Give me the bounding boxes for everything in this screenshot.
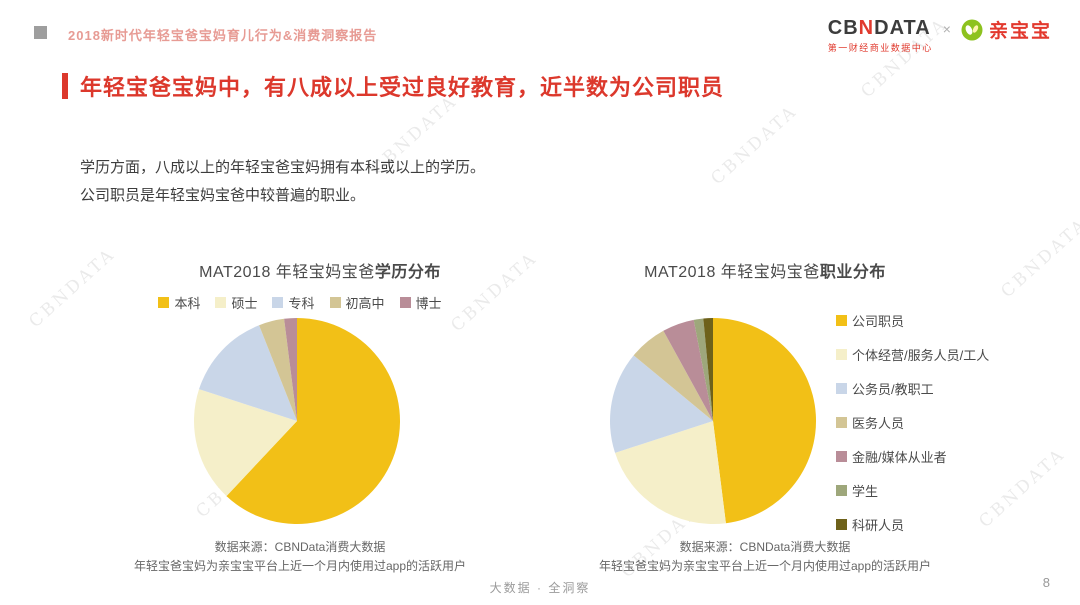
footer-slogan: 大数据 · 全洞察 — [489, 581, 591, 595]
pie-slice-专科 — [199, 325, 297, 421]
legend-item: 专科 — [272, 293, 315, 312]
legend-item: 硕士 — [215, 293, 257, 312]
legend-label: 初高中 — [345, 296, 385, 311]
cbndata-logo: CBNDATA 第一财经商业数据中心 — [828, 18, 933, 54]
legend-swatch-icon — [836, 349, 847, 360]
legend-label: 公司职员 — [852, 314, 905, 329]
qinbaobao-logo-icon — [961, 19, 983, 40]
pie-slice-公务员/教职工 — [610, 355, 713, 453]
legend-item: 学生 — [836, 481, 989, 500]
pie-slice-个体经营/服务人员/工人 — [615, 421, 726, 525]
legend-swatch-icon — [836, 451, 847, 462]
chart-title-prefix: MAT2018 年轻宝妈宝爸 — [199, 264, 375, 281]
legend-swatch-icon — [329, 297, 341, 308]
data-source-note: 年轻宝爸宝妈为亲宝宝平台上近一个月内使用过app的活跃用户 — [598, 559, 932, 573]
legend-swatch-icon — [272, 297, 284, 308]
legend-item: 公务员/教职工 — [836, 379, 989, 398]
legend-label: 公务员/教职工 — [852, 382, 934, 397]
education-pie-chart — [193, 318, 401, 524]
data-source-line: 数据来源：CBNData消费大数据 — [679, 540, 851, 554]
legend-label: 医务人员 — [852, 416, 905, 431]
legend-swatch-icon — [836, 315, 847, 326]
legend-label: 科研人员 — [852, 518, 905, 533]
data-source-note: 年轻宝爸宝妈为亲宝宝平台上近一个月内使用过app的活跃用户 — [133, 559, 467, 573]
legend-swatch-icon — [836, 417, 847, 428]
legend-label: 专科 — [288, 296, 315, 311]
pie-slice-科研人员 — [703, 318, 713, 421]
occupation-pie-chart — [610, 318, 817, 525]
watermark-text: CBNDATA — [975, 444, 1070, 532]
legend-item: 医务人员 — [836, 413, 989, 432]
legend-label: 金融/媒体从业者 — [852, 450, 947, 465]
pie-slice-博士 — [284, 318, 297, 421]
qinbaobao-logo-text: 亲宝宝 — [988, 21, 1052, 42]
legend-swatch-icon — [836, 519, 847, 530]
legend-label: 本科 — [174, 296, 201, 311]
occupation-chart-title: MAT2018 年轻宝妈宝爸职业分布 — [565, 258, 965, 282]
page-title: 年轻宝爸宝妈中，有八成以上受过良好教育，近半数为公司职员 — [80, 75, 725, 100]
legend-item: 金融/媒体从业者 — [836, 447, 989, 466]
watermark-text: CBNDATA — [997, 214, 1080, 302]
pie-slice-医务人员 — [633, 330, 713, 421]
occupation-chart-legend: 公司职员个体经营/服务人员/工人 公务员/教职工 医务人员金融/媒体从业者 学生科研人… — [836, 311, 989, 534]
chart-title-prefix: MAT2018 年轻宝妈宝爸 — [644, 264, 820, 281]
pie-slice-硕士 — [193, 389, 297, 497]
watermark-text: CBNDATA — [25, 244, 120, 332]
legend-label: 博士 — [415, 296, 442, 311]
legend-label: 学生 — [852, 484, 879, 499]
body-text-line: 学历方面，八成以上的年轻宝爸宝妈拥有本科或以上的学历。 — [80, 159, 486, 176]
cbndata-logo-subtitle: 第一财经商业数据中心 — [827, 42, 933, 53]
accent-bar — [62, 73, 68, 99]
legend-swatch-icon — [158, 297, 170, 308]
legend-item: 科研人员 — [836, 515, 989, 534]
legend-swatch-icon — [399, 297, 411, 308]
page-number: 8 — [1042, 575, 1050, 590]
education-chart-title: MAT2018 年轻宝妈宝爸学历分布 — [120, 258, 520, 282]
chart-title-bold: 职业分布 — [819, 264, 886, 281]
legend-item: 公司职员 — [836, 311, 989, 330]
logo-separator: × — [942, 20, 951, 37]
report-title: 2018新时代年轻宝爸宝妈育儿行为&消费洞察报告 — [68, 28, 378, 43]
cbndata-logo-text: CBNDATA — [828, 18, 933, 38]
education-chart-legend: 本科 硕士 专科 初高中 博士 — [100, 293, 500, 312]
legend-label: 个体经营/服务人员/工人 — [852, 348, 990, 363]
legend-item: 博士 — [399, 293, 442, 312]
bullet-square-icon — [34, 26, 47, 39]
legend-swatch-icon — [836, 383, 847, 394]
legend-swatch-icon — [836, 485, 847, 496]
pie-slice-公司职员 — [713, 318, 817, 524]
watermark-text: CBNDATA — [707, 101, 802, 189]
cbndata-logo-part: CB — [827, 16, 859, 39]
legend-label: 硕士 — [231, 296, 258, 311]
pie-slice-初高中 — [259, 318, 297, 421]
data-source-line: 数据来源：CBNData消费大数据 — [214, 540, 386, 554]
cbndata-logo-part: DATA — [874, 16, 931, 39]
legend-swatch-icon — [215, 297, 227, 308]
cbndata-logo-part: N — [858, 16, 875, 39]
legend-item: 个体经营/服务人员/工人 — [836, 345, 989, 364]
pie-slice-本科 — [226, 318, 401, 524]
pie-slice-学生 — [693, 318, 713, 421]
legend-item: 初高中 — [329, 293, 385, 312]
header-logos: CBNDATA 第一财经商业数据中心 × 亲宝宝 — [828, 16, 1052, 55]
chart-title-bold: 学历分布 — [374, 264, 441, 281]
body-text-line: 公司职员是年轻宝妈宝爸中较普遍的职业。 — [80, 187, 366, 204]
legend-item: 本科 — [158, 293, 200, 312]
pie-slice-金融/媒体从业者 — [663, 319, 713, 421]
